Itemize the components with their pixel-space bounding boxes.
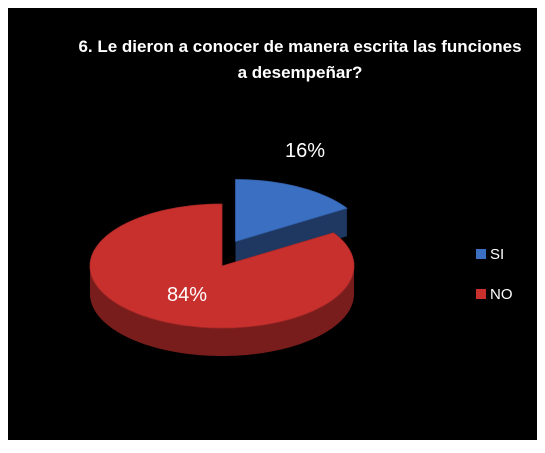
chart-title: 6. Le dieron a conocer de manera escrita… — [78, 37, 522, 82]
slice — [89, 203, 355, 329]
legend-label: SI — [490, 246, 504, 263]
data-label: 84% — [167, 284, 207, 306]
legend-swatch — [476, 289, 486, 299]
slice — [235, 179, 348, 243]
data-label: 16% — [285, 140, 325, 162]
legend-swatch — [476, 249, 486, 259]
slice-side — [90, 266, 354, 356]
legend-label: NO — [490, 286, 513, 303]
